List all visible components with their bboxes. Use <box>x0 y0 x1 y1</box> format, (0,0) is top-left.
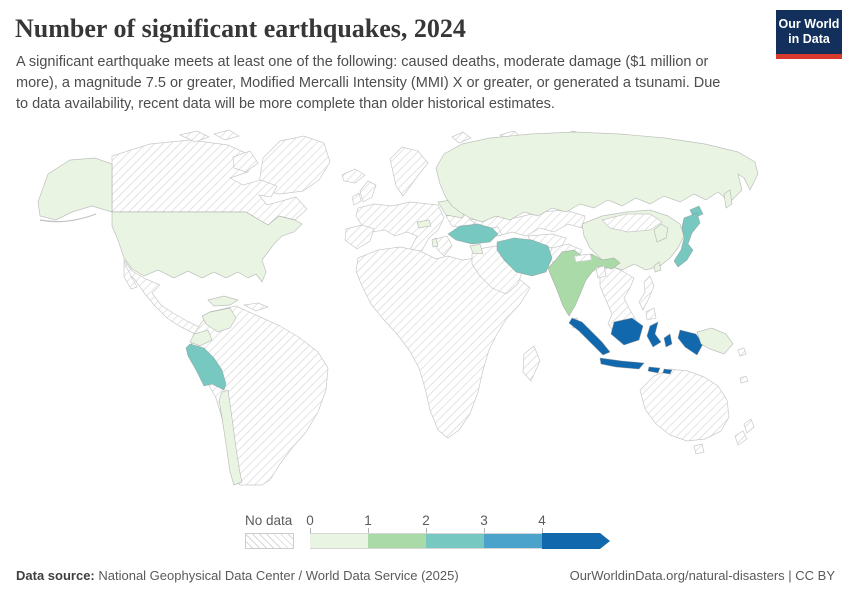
region-scandinavia[interactable] <box>389 146 429 197</box>
legend-no-data-label: No data <box>245 513 293 528</box>
legend-tick-mark <box>542 528 543 533</box>
legend-colorbar-segment-arrow[interactable] <box>542 533 610 549</box>
region-svalbard[interactable] <box>451 131 472 144</box>
country-indonesia[interactable] <box>647 366 661 374</box>
legend-tick-mark <box>484 528 485 533</box>
legend-colorbar-segment[interactable] <box>484 533 542 549</box>
legend-colorbar-segment[interactable] <box>368 533 426 549</box>
region-middle-east[interactable] <box>471 245 523 295</box>
owid-logo: Our World in Data <box>776 10 842 60</box>
legend-colorbar <box>310 533 610 549</box>
country-mongolia[interactable] <box>601 213 663 233</box>
country-ireland[interactable] <box>351 192 362 206</box>
country-indonesia[interactable] <box>599 357 645 370</box>
country-syria[interactable] <box>469 243 484 255</box>
owid-logo-box: Our World in Data <box>776 10 842 54</box>
country-indonesia[interactable] <box>568 317 611 356</box>
arctic-island[interactable] <box>232 150 259 173</box>
bin2-countries <box>185 205 704 391</box>
region-alaska[interactable] <box>37 157 113 221</box>
country-philippines[interactable] <box>638 275 655 311</box>
country-papua-new-guinea[interactable] <box>696 327 734 355</box>
country-japan[interactable] <box>673 212 701 268</box>
country-indonesia[interactable] <box>646 321 662 348</box>
bin0-countries <box>37 131 759 486</box>
country-iceland[interactable] <box>341 168 366 184</box>
country-turkey[interactable] <box>447 223 499 245</box>
data-source-text: National Geophysical Data Center / World… <box>94 568 459 583</box>
world-map <box>37 129 759 486</box>
no-data-regions <box>111 129 755 486</box>
country-nepal[interactable] <box>573 253 593 263</box>
credit-line: OurWorldinData.org/natural-disasters | C… <box>569 568 835 583</box>
region-korea[interactable] <box>653 223 669 243</box>
region-africa[interactable] <box>355 246 531 439</box>
legend-colorbar-segment[interactable] <box>310 533 368 549</box>
country-new-zealand[interactable] <box>743 418 755 434</box>
region-solomon-islands[interactable] <box>737 347 747 357</box>
region-iberia[interactable] <box>344 224 375 250</box>
legend-tick-label: 0 <box>306 513 314 528</box>
owid-logo-accent-bar <box>776 54 842 59</box>
country-new-zealand[interactable] <box>734 430 748 446</box>
legend-tick-label: 3 <box>480 513 488 528</box>
arctic-island[interactable] <box>213 129 240 141</box>
country-indonesia[interactable] <box>663 333 673 348</box>
region-tasmania[interactable] <box>693 443 705 455</box>
region-sakhalin[interactable] <box>723 189 733 209</box>
country-australia[interactable] <box>639 368 730 442</box>
legend-tick-mark <box>368 528 369 533</box>
legend-colorbar-segment[interactable] <box>426 533 484 549</box>
chart-footer: Data source: National Geophysical Data C… <box>16 568 835 583</box>
legend-no-data-swatch[interactable] <box>245 533 294 549</box>
owid-logo-line1: Our World <box>778 17 840 31</box>
country-austria[interactable] <box>416 219 432 229</box>
country-ecuador[interactable] <box>189 329 213 347</box>
chart-subtitle: A significant earthquake meets at least … <box>16 54 721 113</box>
country-united-kingdom[interactable] <box>359 180 377 203</box>
country-greece[interactable] <box>435 235 453 257</box>
legend-tick-label: 4 <box>538 513 546 528</box>
country-philippines[interactable] <box>645 307 657 321</box>
data-source-label: Data source: <box>16 568 95 583</box>
arctic-island[interactable] <box>178 130 210 143</box>
country-bangladesh[interactable] <box>595 265 607 279</box>
country-colombia[interactable] <box>201 307 237 333</box>
legend-tick-mark <box>426 528 427 533</box>
country-greenland[interactable] <box>257 135 331 195</box>
data-source-line: Data source: National Geophysical Data C… <box>16 568 459 583</box>
country-indonesia[interactable] <box>677 329 704 356</box>
legend-tick-label: 1 <box>364 513 372 528</box>
page-title: Number of significant earthquakes, 2024 <box>15 14 466 43</box>
bin4-countries <box>568 317 704 375</box>
no-data-overlays <box>573 213 663 279</box>
region-aleutian-islands <box>39 213 97 223</box>
country-russia[interactable] <box>435 131 759 223</box>
country-peru[interactable] <box>185 343 227 391</box>
country-madagascar[interactable] <box>522 345 541 382</box>
country-albania[interactable] <box>431 237 439 248</box>
region-south-america[interactable] <box>189 305 329 486</box>
country-iran[interactable] <box>496 237 553 277</box>
country-indonesia[interactable] <box>610 317 644 346</box>
country-cuba[interactable] <box>207 295 239 307</box>
region-hispaniola[interactable] <box>242 302 270 312</box>
country-united-states[interactable] <box>111 211 303 283</box>
bin0-late-countries <box>696 327 734 355</box>
country-taiwan[interactable] <box>653 261 662 273</box>
country-indonesia[interactable] <box>662 368 673 375</box>
legend-tick-label: 2 <box>422 513 430 528</box>
region-baja-california[interactable] <box>123 261 138 290</box>
region-pacific-islands[interactable] <box>739 375 749 384</box>
legend-tick-mark <box>310 528 311 533</box>
country-chile[interactable] <box>218 389 243 486</box>
owid-logo-line2: in Data <box>788 32 830 46</box>
